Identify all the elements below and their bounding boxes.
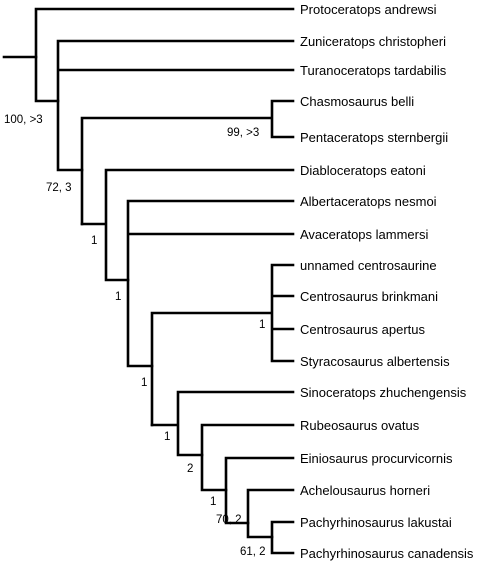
node-centro-d-branch [150, 390, 295, 457]
node-centro-b-branch [126, 199, 295, 368]
node-centro-f-branch [224, 456, 295, 525]
support-value: 1 [259, 319, 265, 331]
taxon-labels: Protoceratops andrewsi Zuniceratops chri… [300, 2, 474, 561]
taxon-label: Rubeosaurus ovatus [300, 418, 420, 433]
taxon-label: Pachyrhinosaurus canadensis [300, 546, 474, 561]
support-value: 70, 2 [216, 514, 242, 526]
support-value: 99, >3 [227, 127, 259, 139]
taxon-label: Achelousaurus horneri [300, 483, 430, 498]
node-pachyrhinosaurini-branch [246, 488, 295, 539]
node-centro-e-branch [200, 423, 295, 492]
taxon-label: Turanoceratops tardabilis [300, 63, 447, 78]
support-value: 1 [115, 291, 121, 303]
taxon-label: Pachyrhinosaurus lakustai [300, 515, 452, 530]
taxon-label: Diabloceratops eatoni [300, 163, 426, 178]
taxon-label: Protoceratops andrewsi [300, 2, 437, 17]
support-value: 100, >3 [4, 114, 43, 126]
taxon-label: Pentaceratops sternbergii [300, 130, 448, 145]
support-value: 1 [210, 496, 216, 508]
support-value: 61, 2 [240, 546, 266, 558]
node-chasmosaurinae-branch [80, 99, 295, 226]
node-centrosaurus-group-branch [150, 263, 295, 427]
taxon-label: Albertaceratops nesmoi [300, 194, 437, 209]
support-value: 1 [91, 235, 97, 247]
node-pachyrhinosaurus-branch [270, 520, 295, 555]
node-b-branch [56, 39, 295, 172]
taxon-label: Styracosaurus albertensis [300, 354, 450, 369]
taxon-label: Sinoceratops zhuchengensis [300, 385, 467, 400]
node-neoceratopsia-branch [34, 7, 295, 103]
node-centrosaurinae-branch [80, 168, 295, 282]
support-value: 1 [141, 377, 147, 389]
taxon-label: Centrosaurus apertus [300, 322, 426, 337]
taxon-label: Zuniceratops christopheri [300, 34, 446, 49]
support-value: 1 [164, 431, 170, 443]
support-values: 100, >3 99, >3 72, 3 1 1 1 1 1 2 1 70, 2… [4, 114, 266, 558]
taxon-label: Centrosaurus brinkmani [300, 289, 438, 304]
support-value: 72, 3 [46, 182, 72, 194]
support-value: 2 [187, 463, 193, 475]
taxon-label: Chasmosaurus belli [300, 94, 414, 109]
branches [2, 7, 295, 555]
taxon-label: unnamed centrosaurine [300, 258, 437, 273]
taxon-label: Einiosaurus procurvicornis [300, 451, 453, 466]
taxon-label: Avaceratops lammersi [300, 227, 428, 242]
